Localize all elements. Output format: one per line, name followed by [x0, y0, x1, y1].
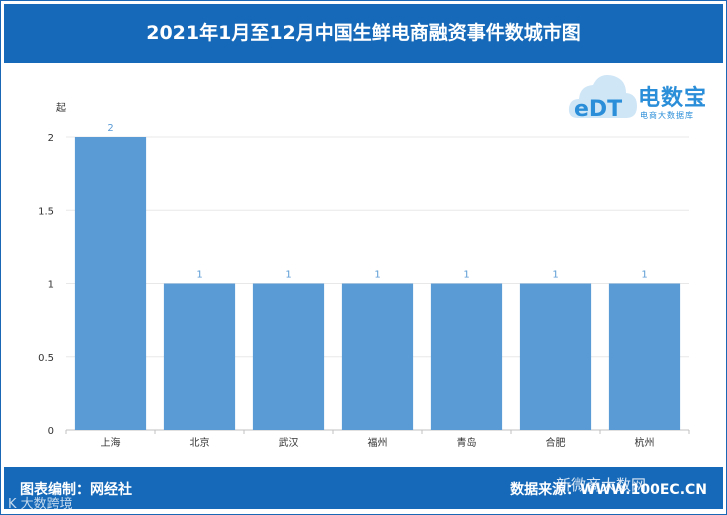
logo-subtext: 电商大数据库	[640, 111, 694, 120]
bar	[608, 283, 681, 430]
footer-credit: 图表编制：网经社	[20, 482, 132, 498]
logo-text: 电数宝	[638, 86, 708, 111]
data-label: 1	[374, 270, 380, 281]
watermark-left: K 大数跨境	[8, 497, 73, 512]
bar	[519, 283, 592, 430]
x-tick-label: 合肥	[546, 436, 566, 449]
watermark-right: 新微商大数网	[556, 476, 647, 494]
data-label: 1	[552, 270, 558, 281]
y-tick-label: 1	[48, 280, 54, 291]
bar	[163, 283, 236, 430]
x-tick-label: 青岛	[457, 436, 477, 449]
bar	[430, 283, 503, 430]
y-tick-label: 0	[48, 426, 54, 437]
data-label: 1	[196, 270, 202, 281]
x-tick-label: 福州	[368, 436, 388, 449]
data-label: 1	[285, 270, 291, 281]
logo-letters: eDT	[574, 97, 622, 122]
data-label: 1	[641, 270, 647, 281]
y-tick-label: 0.5	[38, 353, 54, 364]
bar	[74, 137, 147, 430]
y-tick-label: 2	[48, 133, 54, 144]
footer-bar: 图表编制：网经社 数据来源：WWW.100EC.CN	[4, 467, 723, 509]
data-label: 1	[463, 270, 469, 281]
footer-source: 数据来源：WWW.100EC.CN	[510, 482, 707, 498]
x-tick-label: 北京	[190, 436, 210, 449]
x-tick-label: 武汉	[279, 436, 299, 449]
x-tick-label: 上海	[101, 436, 121, 449]
y-axis-label: 起	[56, 102, 66, 114]
logo: eDT 电数宝 电商大数据库	[566, 66, 716, 128]
bar	[341, 283, 414, 430]
y-tick-label: 1.5	[38, 206, 54, 217]
x-tick-label: 杭州	[635, 436, 655, 449]
bar	[252, 283, 325, 430]
data-label: 2	[107, 123, 113, 134]
chart-title: 2021年1月至12月中国生鲜电商融资事件数城市图	[4, 4, 723, 63]
cloud-logo-icon: eDT	[568, 75, 637, 122]
